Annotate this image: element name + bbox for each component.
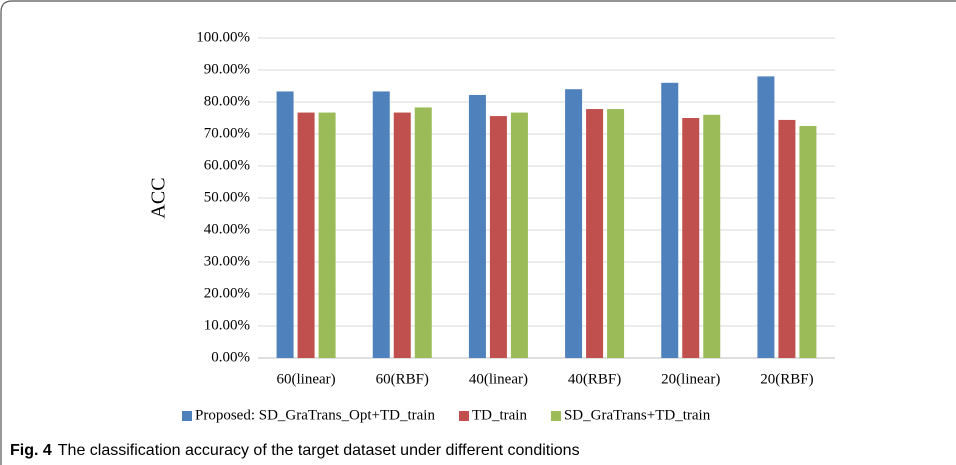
y-tick-label: 50.00%: [204, 189, 250, 205]
legend-swatch: [550, 411, 561, 421]
bar: [757, 76, 775, 359]
y-tick-label: 0.00%: [211, 349, 250, 365]
bar: [661, 82, 679, 359]
caption-label: Fig. 4: [10, 442, 52, 459]
bar: [586, 109, 604, 358]
legend-label: TD_train: [472, 407, 527, 423]
y-axis-label: ACC: [148, 177, 170, 218]
y-tick-label: 90.00%: [204, 61, 250, 77]
x-tick-label: 20(RBF): [760, 371, 813, 387]
y-tick-label: 40.00%: [204, 221, 250, 237]
bar: [297, 112, 315, 358]
bar: [703, 114, 721, 358]
bar: [393, 112, 411, 358]
bar: [799, 126, 817, 358]
bar: [468, 94, 486, 359]
y-tick-label: 80.00%: [204, 93, 250, 109]
y-tick-label: 20.00%: [204, 285, 250, 301]
y-tick-label: 70.00%: [204, 125, 250, 141]
legend-swatch: [458, 411, 469, 421]
bar: [778, 119, 796, 358]
x-tick-label: 60(RBF): [376, 371, 429, 387]
bar: [414, 107, 432, 358]
legend-label: Proposed: SD_GraTrans_Opt+TD_train: [195, 407, 435, 423]
bar: [682, 118, 700, 358]
x-tick-label: 60(linear): [277, 371, 336, 387]
caption-text: The classification accuracy of the targe…: [58, 442, 580, 459]
bar: [565, 89, 583, 358]
y-tick-label: 100.00%: [196, 29, 250, 45]
y-tick-label: 10.00%: [204, 317, 250, 333]
bar: [489, 116, 507, 358]
bar: [318, 112, 336, 358]
bar: [276, 91, 294, 358]
x-tick-label: 40(linear): [469, 371, 528, 387]
bar: [510, 112, 528, 358]
legend-label: SD_GraTrans+TD_train: [564, 407, 711, 423]
legend-swatch: [182, 411, 192, 421]
y-tick-label: 60.00%: [204, 157, 250, 173]
x-tick-label: 20(linear): [661, 371, 720, 387]
bar: [607, 109, 625, 358]
caption: Fig. 4 The classification accuracy of the…: [10, 442, 580, 459]
bar: [372, 91, 390, 358]
x-tick-label: 40(RBF): [568, 371, 621, 387]
y-tick-label: 30.00%: [204, 253, 250, 269]
